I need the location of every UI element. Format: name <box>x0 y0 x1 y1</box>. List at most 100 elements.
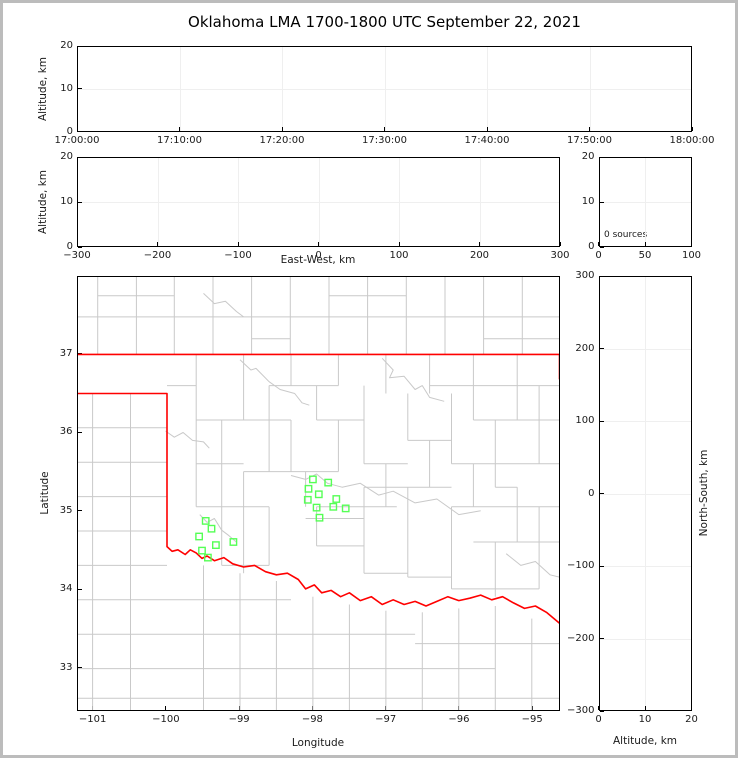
county-boundary <box>202 293 244 318</box>
north_south_height_panel <box>598 276 692 711</box>
altitude_histogram_panel-gridline <box>599 202 691 203</box>
east_west_height_panel-x-tick <box>318 242 319 246</box>
time_height_panel-gridline <box>78 88 691 90</box>
east_west_height_panel-y-tick <box>78 201 82 203</box>
map_panel-x-tick <box>531 706 533 710</box>
east_west_height_panel-y-tick-label: 20 <box>60 151 73 162</box>
altitude_histogram_panel-y-tick-label: 10 <box>581 196 595 207</box>
north_south_height_panel-y-tick <box>599 275 604 277</box>
lightning-source-marker <box>328 502 337 511</box>
north_south_height_panel-y-tick-label: −300 <box>567 705 595 716</box>
north_south_height_panel-y-tick <box>599 348 604 349</box>
time_height_panel-x-tick-label: 17:20:00 <box>259 134 305 146</box>
north_south_height_panel-y-tick-label: 100 <box>575 415 595 426</box>
north_south_height_panel-x-tick <box>691 706 692 710</box>
time_height_panel-x-tick <box>486 126 488 131</box>
altitude_histogram_panel-x-tick <box>598 242 599 246</box>
lightning-source-marker <box>303 495 312 504</box>
north_south_height_panel-x-tick <box>644 706 646 710</box>
lightning-source-marker <box>211 541 220 549</box>
lightning-source-marker <box>341 504 350 513</box>
lightning-source-marker <box>197 546 206 555</box>
north_south_height_panel-y-tick-label: 0 <box>588 487 595 499</box>
lightning-source-marker <box>194 532 203 541</box>
east_west_height_panel-x-tick-label: 300 <box>550 250 570 261</box>
east_west_height_panel-y-tick-label: 10 <box>60 196 73 207</box>
north_south_height_panel-y-tick-label: −100 <box>567 560 595 571</box>
time_height_panel-x-tick <box>384 126 385 131</box>
map-xlabel: Longitude <box>291 737 345 749</box>
time_height_panel-x-tick-label: 17:50:00 <box>567 134 612 146</box>
north_south_height_panel-x-tick <box>598 706 599 710</box>
map_panel-x-tick <box>92 706 94 710</box>
time_height_panel-y-tick <box>78 131 82 132</box>
north_south_height_panel-gridline <box>599 638 691 640</box>
time_height_panel-x-tick <box>76 126 78 131</box>
map_panel-x-tick-label: −101 <box>78 714 107 725</box>
map_panel-x-tick <box>165 706 167 710</box>
county-boundary <box>381 357 444 402</box>
east_west_height_panel-y-tick-label: 0 <box>66 241 73 252</box>
north_south_height_panel-y-tick <box>599 638 604 639</box>
time_height_panel-x-tick <box>691 126 693 131</box>
north_south_height_panel-y-tick-label: 200 <box>575 342 595 354</box>
map_panel-y-tick-label: 33 <box>59 661 73 673</box>
north_south_height_panel-y-tick-label: 300 <box>575 270 595 281</box>
map_panel-x-tick-label: −100 <box>152 714 180 725</box>
map_panel-y-tick <box>77 667 82 669</box>
north_south_height_panel-y-tick <box>599 565 604 567</box>
east_west_height_panel-gridline <box>78 202 559 203</box>
lightning-source-marker <box>314 490 323 499</box>
north_south_height_panel-y-tick <box>599 420 604 422</box>
ns-panel-xlabel: Altitude, km <box>612 735 678 747</box>
altitude_histogram_panel-y-tick-label: 20 <box>581 151 595 162</box>
time_height_panel-y-tick-label: 10 <box>60 82 73 94</box>
east_west_height_panel-y-tick <box>78 246 82 248</box>
lightning-source-marker <box>312 503 320 512</box>
east_west_height_panel-x-tick-label: −300 <box>63 250 91 261</box>
time_height_panel-x-tick <box>179 126 180 131</box>
north_south_height_panel-gridline <box>599 421 691 422</box>
altitude_histogram_panel-y-tick <box>599 201 604 203</box>
altitude_histogram_panel-x-tick-label: 0 <box>595 250 602 261</box>
map_panel-y-tick <box>77 510 82 512</box>
altitude_histogram_panel-x-tick <box>644 242 646 246</box>
lightning-source-marker <box>228 538 237 546</box>
lightning-source-marker <box>304 484 312 493</box>
north_south_height_panel-y-tick-label: −200 <box>567 632 595 644</box>
map_panel-y-tick-label: 37 <box>59 347 73 359</box>
lightning-source-marker <box>207 524 215 533</box>
altitude_histogram_panel-y-tick <box>599 246 604 248</box>
altitude_histogram_panel-y-tick <box>599 156 604 158</box>
north_south_height_panel-gridline <box>599 493 691 495</box>
time_height_panel-x-tick-label: 17:10:00 <box>157 134 202 146</box>
map_panel-y-tick-label: 34 <box>59 583 73 595</box>
map_panel-x-tick-label: −99 <box>228 714 250 725</box>
map_panel-y-tick <box>77 431 82 433</box>
figure-title: Oklahoma LMA 1700-1800 UTC September 22,… <box>188 13 581 31</box>
east_west_height_panel-x-tick <box>76 242 78 246</box>
map_panel <box>76 276 560 711</box>
lightning-source-marker <box>308 475 317 484</box>
time_height_panel-y-tick <box>78 45 82 47</box>
map_panel-y-tick-label: 35 <box>59 504 73 516</box>
county-boundary <box>198 514 237 543</box>
altitude_histogram_panel-x-tick-label: 100 <box>681 250 702 261</box>
lightning-source-marker <box>331 495 340 503</box>
east_west_height_panel-x-tick <box>237 242 239 246</box>
county-boundary <box>505 553 559 578</box>
east_west_height_panel-x-tick-label: −100 <box>224 250 252 261</box>
lightning-source-marker <box>201 516 210 525</box>
time_height_panel-y-tick <box>78 88 82 90</box>
ew-panel-xlabel: East-West, km <box>280 254 356 266</box>
county-boundary <box>164 430 210 449</box>
lightning-source-marker <box>323 478 332 487</box>
map_panel-x-tick-label: −95 <box>521 714 543 725</box>
north_south_height_panel-gridline <box>599 566 691 567</box>
east_west_height_panel-x-tick <box>559 242 561 246</box>
north_south_height_panel-x-tick-label: 20 <box>685 714 698 725</box>
map_panel-x-tick-label: −96 <box>448 714 470 725</box>
time_height_panel-x-tick <box>281 126 283 131</box>
north_south_height_panel-y-tick <box>599 710 604 712</box>
ns-panel-ylabel: North-South, km <box>698 449 710 537</box>
